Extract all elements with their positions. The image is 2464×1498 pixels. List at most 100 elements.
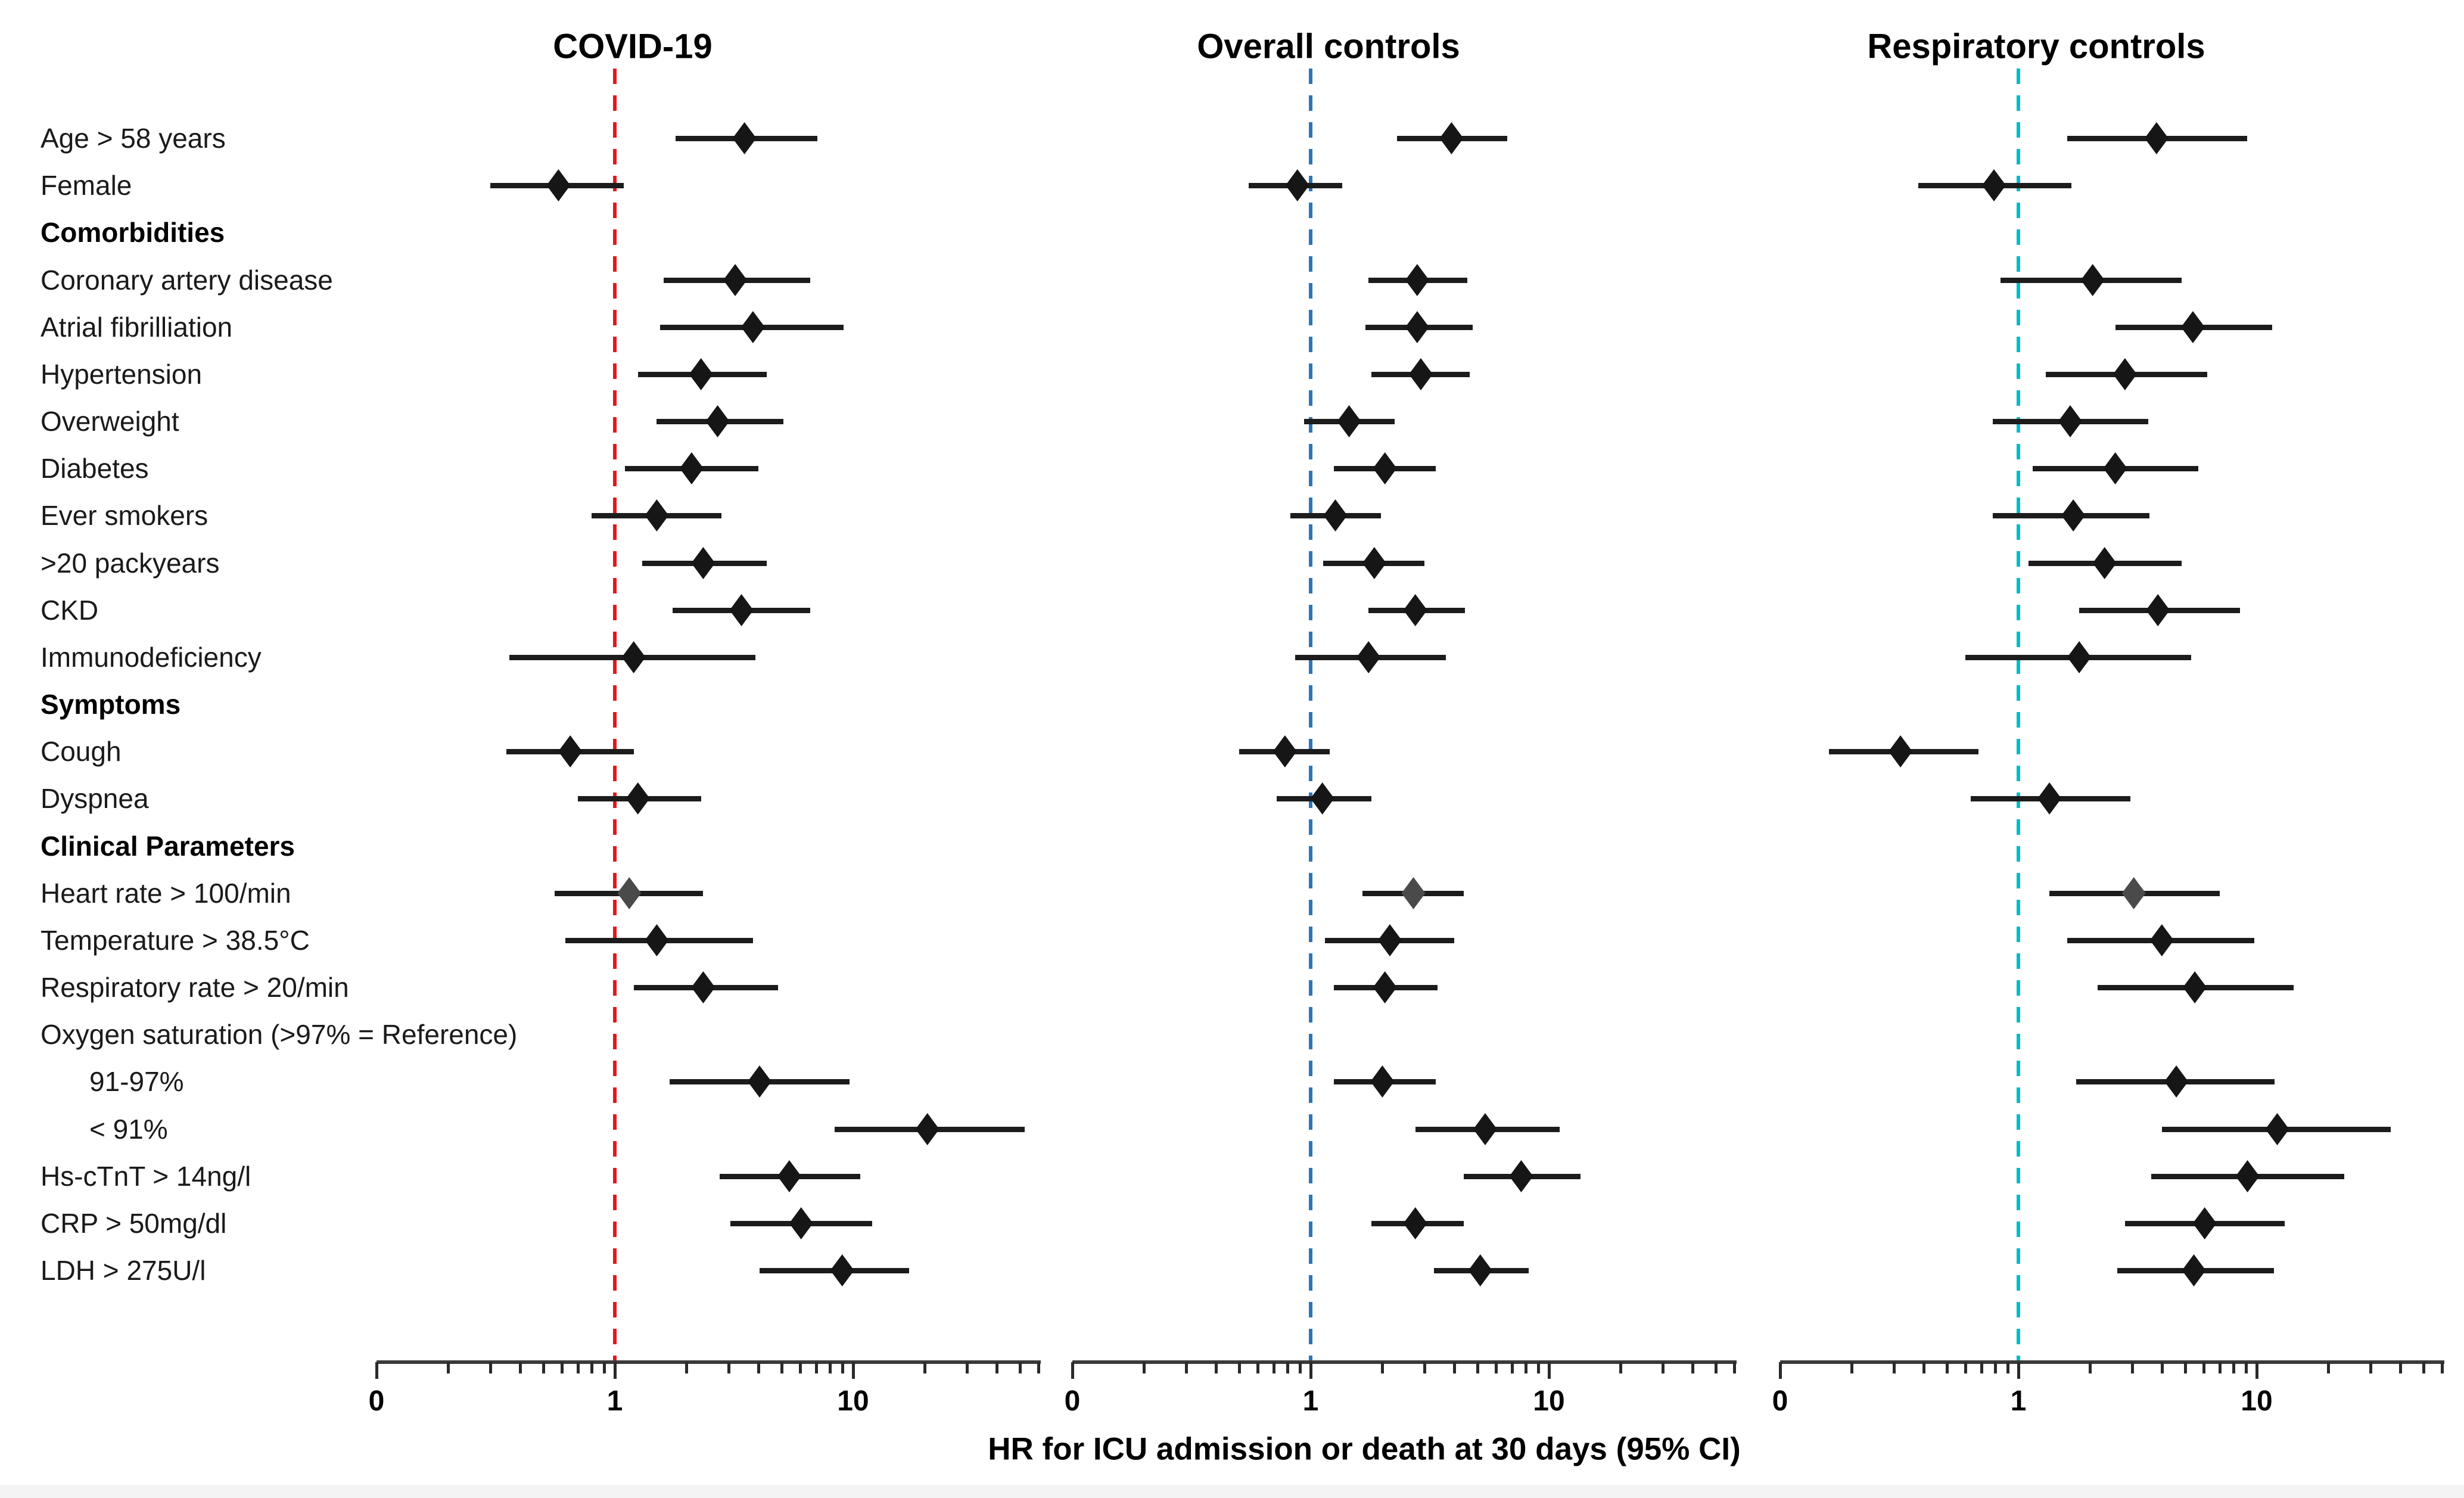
x-axis-line	[1072, 1360, 1737, 1364]
row-label: Overweight	[41, 406, 179, 437]
row-label: Cough	[41, 736, 122, 767]
axis-tick-label: 10	[1533, 1385, 1565, 1417]
axis-minor-tick	[727, 1362, 730, 1373]
axis-minor-tick	[1964, 1362, 1968, 1373]
point-estimate-diamond	[1273, 735, 1297, 767]
axis-minor-tick	[1143, 1362, 1146, 1373]
point-estimate-diamond	[1509, 1160, 1533, 1192]
axis-minor-tick	[923, 1362, 927, 1373]
axis-major-tick	[375, 1362, 378, 1379]
axis-minor-tick	[577, 1362, 580, 1373]
point-estimate-diamond	[1310, 782, 1334, 815]
row-label: Respiratory rate > 20/min	[41, 972, 349, 1003]
point-estimate-diamond	[2058, 405, 2082, 437]
axis-minor-tick	[1256, 1362, 1260, 1373]
axis-major-tick	[2255, 1362, 2258, 1379]
point-estimate-diamond	[1405, 264, 1429, 296]
point-estimate-diamond	[915, 1113, 939, 1145]
point-estimate-diamond	[1323, 499, 1348, 532]
row-label: Temperature > 38.5°C	[41, 925, 310, 956]
axis-minor-tick	[1714, 1362, 1718, 1373]
reference-line-hr1	[1309, 69, 1312, 1362]
bottom-edge-band	[0, 1485, 2464, 1498]
point-estimate-diamond	[2183, 971, 2207, 1003]
row-label: >20 packyears	[41, 548, 220, 579]
point-estimate-diamond	[2182, 1254, 2206, 1286]
axis-minor-tick	[1892, 1362, 1896, 1373]
axis-minor-tick	[2327, 1362, 2331, 1373]
point-estimate-diamond	[2092, 547, 2117, 579]
axis-minor-tick	[815, 1362, 819, 1373]
point-estimate-diamond	[2180, 311, 2205, 343]
point-estimate-diamond	[1373, 452, 1397, 484]
axis-minor-tick	[2130, 1362, 2134, 1373]
axis-minor-tick	[2006, 1362, 2009, 1373]
axis-minor-tick	[1018, 1362, 1022, 1373]
point-estimate-diamond	[1982, 169, 2006, 201]
point-estimate-diamond	[747, 1065, 771, 1098]
point-estimate-diamond	[626, 782, 650, 815]
axis-minor-tick	[1184, 1362, 1188, 1373]
axis-tick-label: 0	[1064, 1385, 1081, 1417]
point-estimate-diamond	[729, 594, 754, 626]
axis-major-tick	[614, 1362, 617, 1379]
reference-line-hr1	[613, 69, 617, 1362]
axis-minor-tick	[757, 1362, 760, 1373]
point-estimate-diamond	[2144, 122, 2169, 154]
axis-minor-tick	[1980, 1362, 1984, 1373]
point-estimate-diamond	[1370, 1065, 1395, 1098]
axis-tick-label: 1	[606, 1385, 623, 1417]
point-estimate-diamond	[691, 971, 715, 1003]
point-estimate-diamond	[621, 641, 646, 673]
axis-minor-tick	[1452, 1362, 1456, 1373]
axis-minor-tick	[2369, 1362, 2372, 1373]
point-estimate-diamond	[2103, 452, 2127, 484]
axis-major-tick	[1309, 1362, 1312, 1379]
x-axis-line	[1780, 1360, 2444, 1364]
axis-minor-tick	[1476, 1362, 1479, 1373]
point-estimate-diamond	[1403, 594, 1427, 626]
point-estimate-diamond	[1468, 1254, 1492, 1286]
axis-minor-tick	[1298, 1362, 1302, 1373]
point-estimate-diamond	[2067, 641, 2092, 673]
axis-tick-label: 0	[368, 1385, 385, 1417]
point-estimate-diamond	[2037, 782, 2062, 815]
row-label: 91-97%	[89, 1066, 184, 1097]
point-estimate-diamond	[617, 877, 642, 909]
axis-tick-label: 1	[1302, 1385, 1319, 1417]
point-estimate-diamond	[2061, 499, 2086, 532]
point-estimate-diamond	[645, 499, 669, 532]
point-estimate-diamond	[691, 547, 715, 579]
axis-tick-label: 10	[837, 1385, 869, 1417]
point-estimate-diamond	[2080, 264, 2105, 296]
point-estimate-diamond	[2235, 1160, 2260, 1192]
point-estimate-diamond	[558, 735, 583, 767]
x-axis-line	[377, 1360, 1041, 1364]
axis-minor-tick	[995, 1362, 998, 1373]
axis-minor-tick	[1037, 1362, 1041, 1373]
point-estimate-diamond	[2265, 1113, 2289, 1145]
axis-minor-tick	[1237, 1362, 1241, 1373]
row-label: CRP > 50mg/dl	[41, 1208, 227, 1239]
axis-minor-tick	[1536, 1362, 1540, 1373]
panel-title: COVID-19	[553, 27, 713, 66]
section-header-label: Symptoms	[41, 689, 181, 720]
axis-minor-tick	[447, 1362, 450, 1373]
axis-minor-tick	[590, 1362, 594, 1373]
row-label: Immunodeficiency	[41, 642, 262, 673]
point-estimate-diamond	[1403, 1207, 1427, 1239]
axis-minor-tick	[561, 1362, 564, 1373]
axis-tick-label: 1	[2010, 1385, 2027, 1417]
axis-minor-tick	[1994, 1362, 1998, 1373]
point-estimate-diamond	[1889, 735, 1913, 767]
axis-minor-tick	[965, 1362, 969, 1373]
axis-minor-tick	[685, 1362, 689, 1373]
axis-minor-tick	[1945, 1362, 1949, 1373]
point-estimate-diamond	[1405, 311, 1429, 343]
section-header-label: Clinical Parameters	[41, 831, 295, 862]
point-estimate-diamond	[1473, 1113, 1497, 1145]
point-estimate-diamond	[1357, 641, 1381, 673]
axis-minor-tick	[841, 1362, 844, 1373]
point-estimate-diamond	[679, 452, 704, 484]
section-header-label: Oxygen saturation (>97% = Reference)	[41, 1019, 518, 1050]
